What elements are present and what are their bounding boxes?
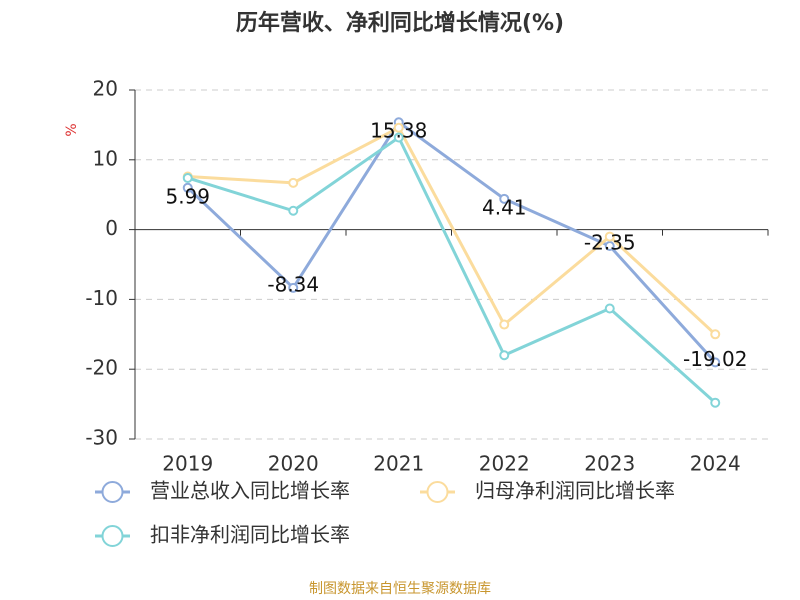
data-point <box>499 193 510 204</box>
legend-label: 营业总收入同比增长率 <box>150 479 350 503</box>
data-point <box>499 319 510 330</box>
data-label: -2.35 <box>584 231 636 255</box>
data-point <box>604 303 615 314</box>
series-line <box>186 120 717 364</box>
legend-marker <box>101 481 124 503</box>
source-note: 制图数据来自恒生聚源数据库 <box>309 581 491 597</box>
x-tick-label: 2022 <box>479 452 530 476</box>
data-label: -8.34 <box>267 272 319 296</box>
legend-marker <box>101 525 124 547</box>
data-label: -19.02 <box>683 347 747 371</box>
legend-marker <box>426 481 449 503</box>
data-point <box>393 132 404 143</box>
y-tick-label: 20 <box>93 77 118 101</box>
legend-label: 归母净利润同比增长率 <box>475 479 675 503</box>
chart-title: 历年营收、净利同比增长情况(%) <box>236 10 564 36</box>
data-point <box>710 357 721 368</box>
legend-label: 扣非净利润同比增长率 <box>150 523 350 547</box>
data-point <box>710 329 721 340</box>
y-tick-label: -30 <box>85 426 118 450</box>
y-tick-label: -20 <box>85 356 118 380</box>
data-point <box>710 397 721 408</box>
series-line <box>187 125 717 336</box>
x-tick-label: 2020 <box>268 452 319 476</box>
data-point <box>288 177 299 188</box>
x-tick-label: 2024 <box>690 452 741 476</box>
data-point <box>182 172 193 183</box>
series-line <box>187 135 717 404</box>
x-tick-label: 2021 <box>373 452 424 476</box>
data-point <box>288 205 299 216</box>
data-point <box>604 231 615 242</box>
y-tick-label: 10 <box>93 146 118 170</box>
data-point <box>288 282 299 293</box>
y-tick-label: -10 <box>85 286 118 310</box>
data-point <box>499 350 510 361</box>
data-label: 15.38 <box>370 119 427 143</box>
data-point <box>182 182 193 193</box>
x-tick-label: 2019 <box>162 452 213 476</box>
data-point <box>604 241 615 252</box>
y-axis-label: % <box>64 123 80 136</box>
data-label: 5.99 <box>165 184 210 208</box>
data-point <box>393 122 404 133</box>
x-tick-label: 2023 <box>584 452 635 476</box>
y-tick-label: 0 <box>105 216 118 240</box>
data-label: 4.41 <box>482 195 527 219</box>
